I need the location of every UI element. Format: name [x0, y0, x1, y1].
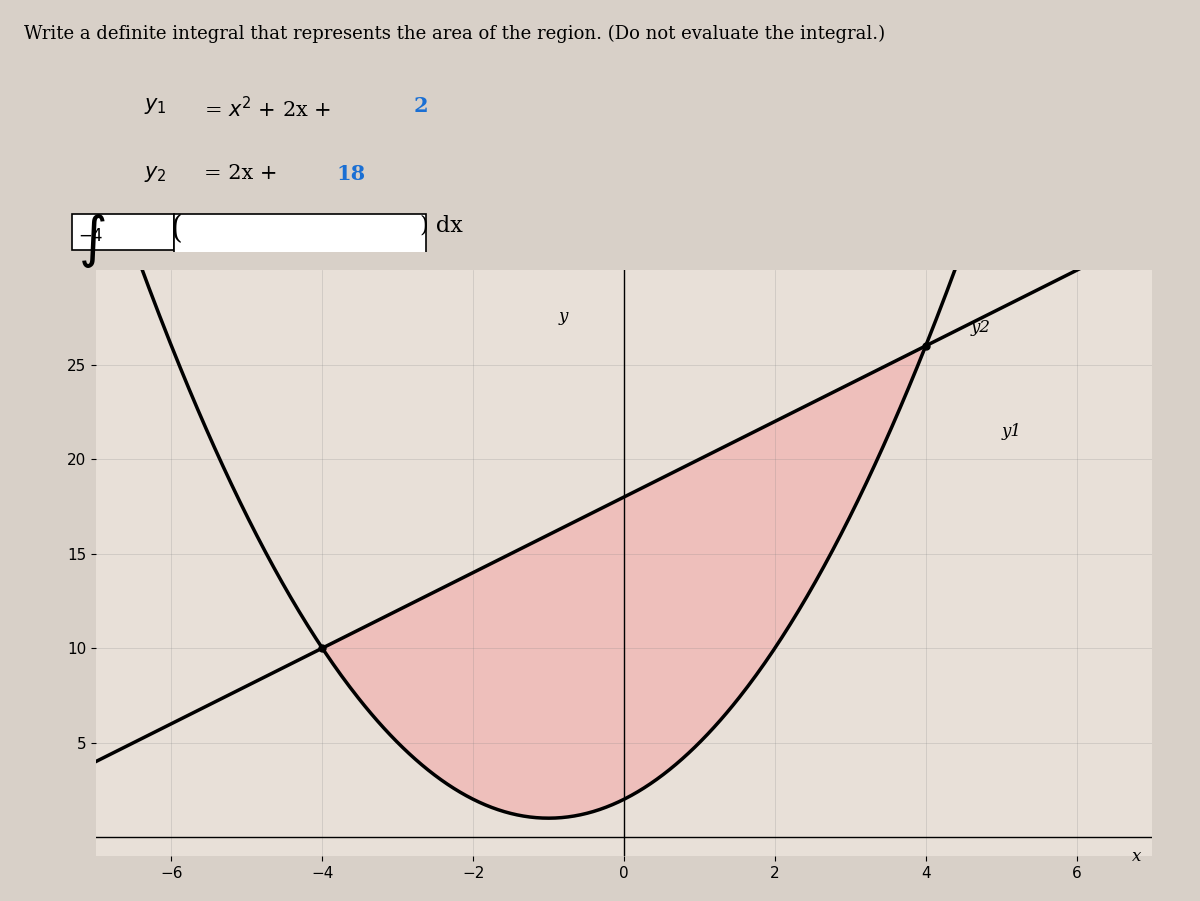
Text: $y_2$: $y_2$: [144, 164, 167, 184]
Text: $\int$: $\int$: [78, 212, 106, 270]
Text: 2: 2: [414, 96, 428, 116]
Text: y1: y1: [1001, 423, 1021, 441]
Text: ) dx: ) dx: [420, 214, 463, 236]
Text: $y_1$: $y_1$: [144, 96, 167, 116]
FancyBboxPatch shape: [174, 214, 426, 255]
Text: = $x^2$ + 2x +: = $x^2$ + 2x +: [204, 96, 334, 121]
Text: Write a definite integral that represents the area of the region. (Do not evalua: Write a definite integral that represent…: [24, 25, 886, 43]
Text: y2: y2: [971, 320, 991, 336]
Text: y: y: [559, 308, 569, 325]
FancyBboxPatch shape: [72, 214, 174, 250]
Text: $-4$: $-4$: [78, 228, 103, 245]
Text: x: x: [1133, 849, 1141, 865]
Text: (: (: [170, 214, 182, 245]
Text: = 2x +: = 2x +: [204, 164, 284, 183]
Text: 18: 18: [336, 164, 365, 184]
